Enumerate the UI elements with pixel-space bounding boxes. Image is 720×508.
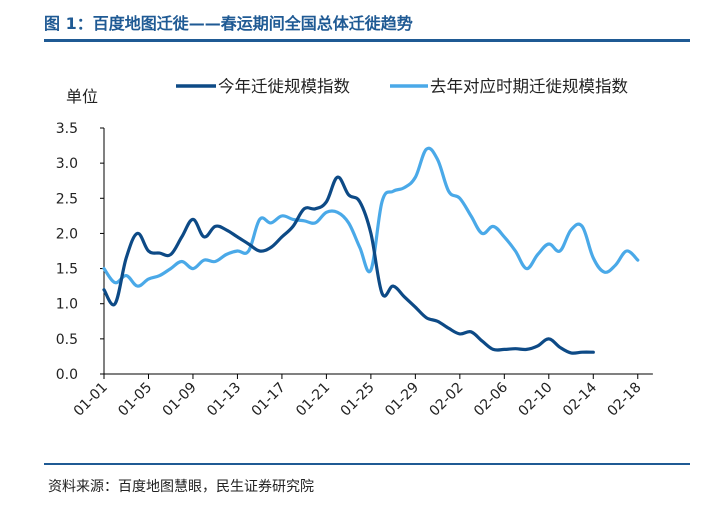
line-chart: 单位 0.0 0.5 1.0 1.5 2.0 2.5 3.0 3.5 01-01 01-05 01-0…	[56, 77, 653, 420]
x-tick-label: 02-06	[471, 379, 511, 419]
legend-this-year-label: 今年迁徙规模指数	[218, 77, 351, 96]
y-tick-label: 2.0	[56, 226, 78, 242]
title-rule	[44, 39, 690, 42]
x-tick-label: 01-17	[249, 380, 289, 420]
y-axis-label: 单位	[66, 87, 98, 106]
source-note: 资料来源：百度地图慧眼，民生证券研究院	[48, 479, 314, 495]
x-tick-label: 01-13	[204, 380, 244, 420]
x-tick-label: 01-21	[293, 380, 333, 420]
y-tick-label: 3.5	[56, 121, 78, 137]
series-line-this-year	[102, 175, 595, 355]
y-tick-label: 3.0	[56, 156, 78, 172]
y-tick-label: 0.5	[56, 332, 78, 348]
x-tick-label: 01-25	[338, 380, 378, 420]
chart-title: 图 1：百度地图迁徙——春运期间全国总体迁徙趋势	[44, 14, 413, 33]
x-tick-label: 01-05	[115, 380, 155, 420]
x-tick-label: 01-29	[382, 380, 422, 420]
y-tick-label: 1.5	[56, 262, 78, 278]
x-tick-label: 02-10	[516, 380, 556, 420]
series-line-last-year	[102, 146, 640, 288]
x-tick-label: 02-14	[560, 379, 600, 419]
x-tick-label: 02-02	[427, 380, 467, 420]
y-tick-label: 2.5	[56, 191, 78, 207]
x-tick-label: 02-18	[605, 380, 645, 420]
y-tick-label: 1.0	[56, 297, 78, 313]
x-tick-label: 01-09	[160, 380, 200, 420]
footer-rule	[44, 463, 690, 465]
y-tick-label: 0.0	[56, 367, 78, 383]
x-tick-label: 01-01	[71, 380, 111, 420]
legend-last-year-label: 去年对应时期迁徙规模指数	[430, 77, 629, 96]
